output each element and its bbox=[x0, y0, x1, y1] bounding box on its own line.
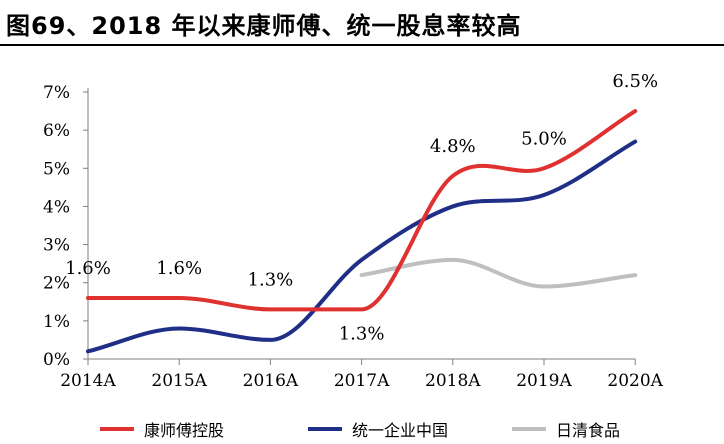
y-tick-label: 3% bbox=[43, 236, 70, 256]
legend-label: 康师傅控股 bbox=[144, 421, 225, 440]
y-tick-label: 4% bbox=[43, 197, 70, 217]
x-tick-label: 2018A bbox=[425, 371, 481, 391]
header: 图69、2018 年以来康师傅、统一股息率较高 bbox=[0, 0, 724, 46]
legend-label: 统一企业中国 bbox=[352, 421, 449, 440]
x-tick-label: 2020A bbox=[607, 371, 663, 391]
series-lines bbox=[86, 109, 638, 354]
legend-swatch bbox=[308, 427, 342, 431]
x-tick-label: 2016A bbox=[243, 371, 299, 391]
data-label: 1.6% bbox=[156, 258, 202, 279]
y-tick-label: 7% bbox=[43, 83, 70, 103]
legend: 康师傅控股 统一企业中国 日清食品 bbox=[0, 414, 724, 444]
y-tick-label: 2% bbox=[43, 274, 70, 294]
y-tick-label: 0% bbox=[43, 350, 70, 370]
series-line-1 bbox=[86, 139, 638, 354]
x-axis-ticks: 2014A 2015A 2016A 2017A 2018A 2019A 2020A bbox=[60, 359, 664, 391]
x-tick-label: 2015A bbox=[151, 371, 207, 391]
legend-swatch bbox=[100, 427, 134, 431]
legend-swatch bbox=[512, 427, 546, 431]
data-label: 5.0% bbox=[521, 128, 567, 149]
legend-item: 日清食品 bbox=[512, 414, 620, 444]
y-tick-label: 5% bbox=[43, 159, 70, 179]
x-tick-label: 2017A bbox=[334, 371, 390, 391]
data-label: 4.8% bbox=[430, 136, 476, 157]
data-label: 6.5% bbox=[612, 71, 658, 92]
x-tick-label: 2019A bbox=[516, 371, 572, 391]
legend-item: 统一企业中国 bbox=[308, 414, 448, 444]
data-labels: 1.6% 1.6% 1.3% 1.3% 4.8% 5.0% 6.5% bbox=[65, 71, 658, 344]
series-line-0 bbox=[86, 109, 638, 312]
data-label: 1.3% bbox=[339, 323, 385, 344]
y-axis-ticks: 0% 1% 2% 3% 4% 5% 6% 7% bbox=[43, 83, 88, 370]
data-label: 1.6% bbox=[65, 258, 111, 279]
y-tick-label: 1% bbox=[43, 312, 70, 332]
dividend-yield-chart: 0%1%2%3%4%5%6%7% 2014A 2015A 2016A 2017A 201… bbox=[43, 71, 664, 391]
legend-label: 日清食品 bbox=[556, 421, 621, 440]
title-rule bbox=[0, 44, 724, 46]
page-title: 图69、2018 年以来康师傅、统一股息率较高 bbox=[6, 12, 522, 40]
legend-item: 康师傅控股 bbox=[100, 414, 224, 444]
x-tick-label: 2014A bbox=[60, 371, 116, 391]
data-label: 1.3% bbox=[248, 269, 294, 290]
series-line-2 bbox=[359, 257, 638, 289]
y-tick-label: 6% bbox=[43, 121, 70, 141]
